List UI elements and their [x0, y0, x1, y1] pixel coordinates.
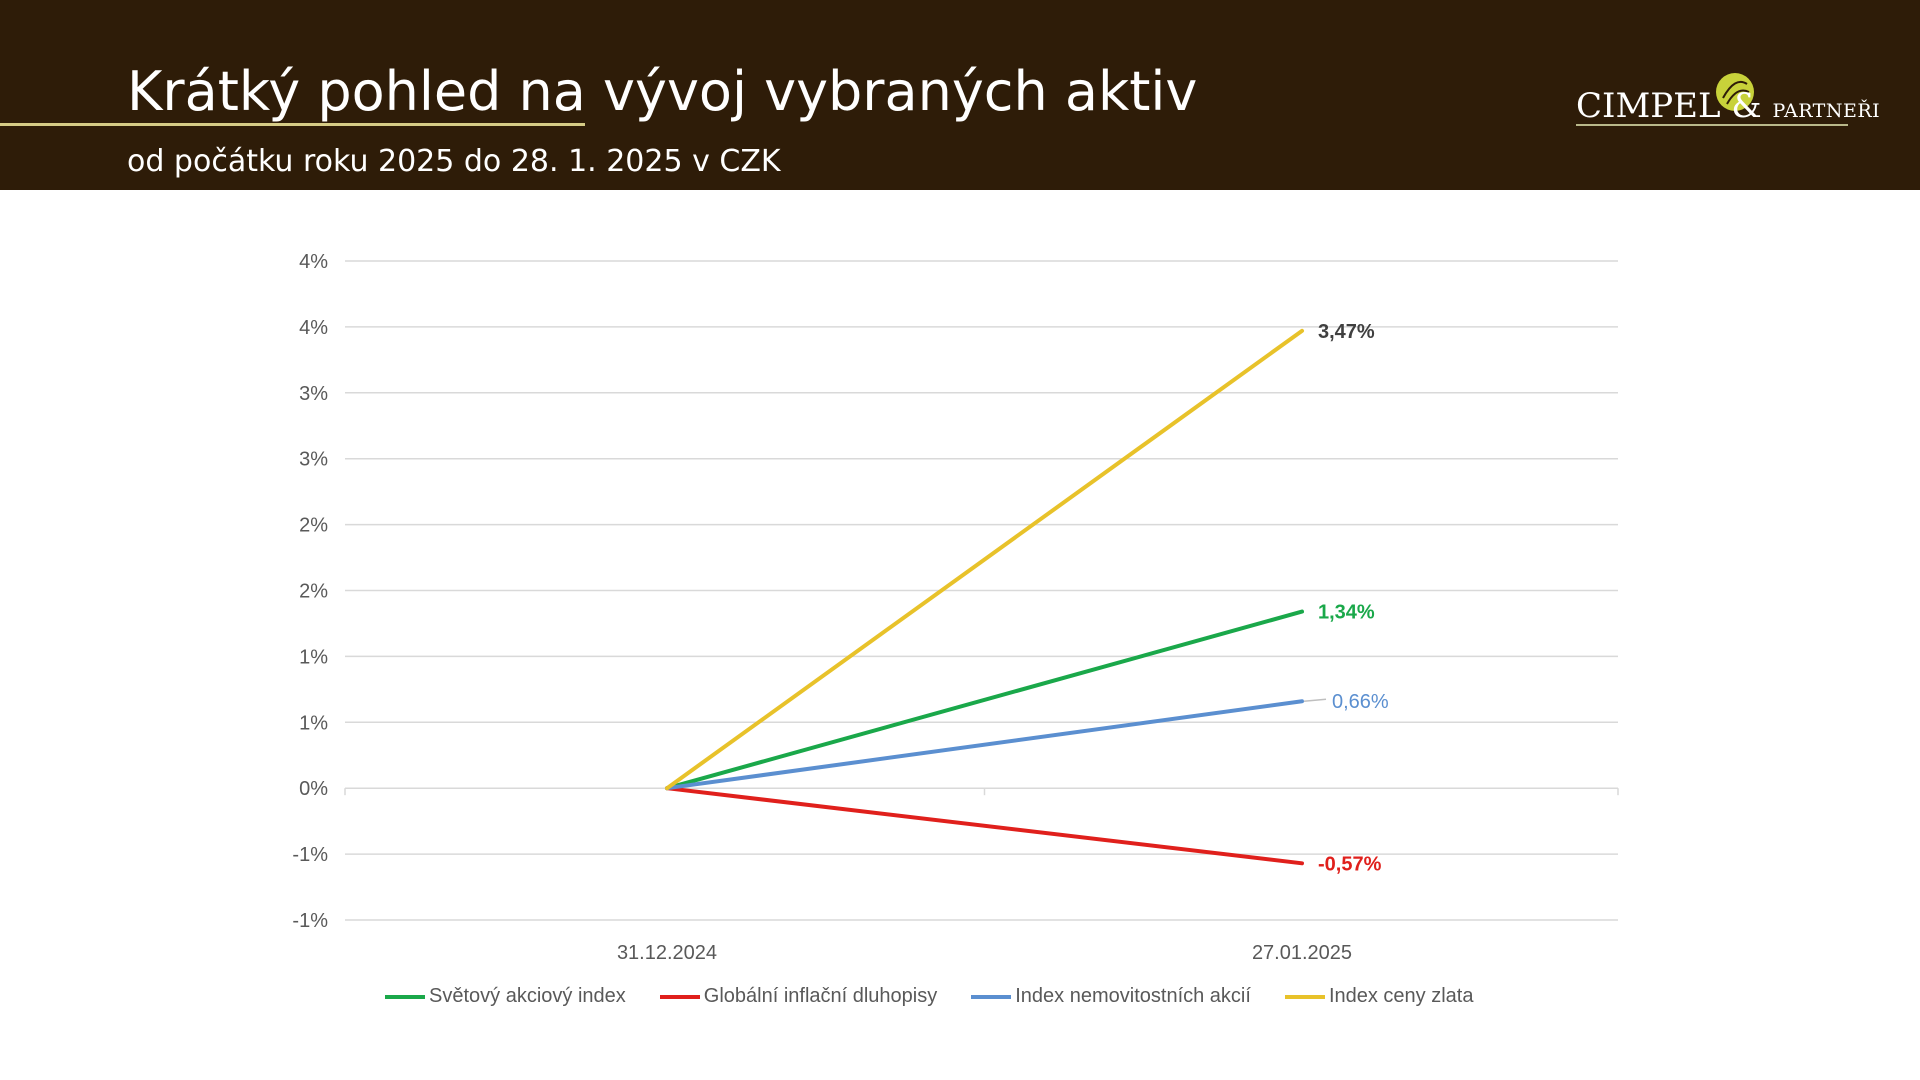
legend-item: Index ceny zlata [1284, 985, 1474, 1008]
y-tick-label: 2% [299, 515, 328, 537]
legend-swatch [971, 994, 1012, 999]
series-line [665, 609, 1304, 791]
legend-item: Světový akciový index [385, 985, 626, 1008]
legend-label: Index ceny zlata [1328, 985, 1474, 1007]
y-tick-label: 3% [299, 449, 328, 471]
logo-partners: PARTNEŘI [1772, 100, 1881, 122]
legend-label: Světový akciový index [429, 985, 626, 1007]
series-line [665, 699, 1304, 791]
y-tick-label: 4% [299, 317, 328, 339]
legend-item: Globální inflační dluhopisy [659, 985, 938, 1008]
legend-swatch [659, 994, 700, 999]
data-label-leader [1303, 698, 1327, 702]
series-line [665, 328, 1304, 791]
y-tick-label: -1% [292, 910, 328, 932]
data-label: -0,57% [1318, 853, 1382, 875]
series-line [665, 786, 1304, 866]
logo-text: CIMPEL & PARTNEŘI [1576, 86, 1880, 126]
logo-name: CIMPEL [1576, 86, 1721, 126]
page-subtitle: od počátku roku 2025 do 28. 1. 2025 v CZ… [127, 144, 781, 179]
x-tick-label: 31.12.2024 [617, 942, 717, 964]
page-title: Krátký pohled na vývoj vybraných aktiv [127, 60, 1198, 123]
y-tick-label: -1% [292, 844, 328, 866]
legend-label: Index nemovitostních akcií [1015, 985, 1251, 1007]
logo-ampersand: & [1731, 86, 1762, 126]
y-tick-label: 3% [299, 383, 328, 405]
line-chart: 4% 4% 3% 3% 2% 2% 1% 1% 0% -1% -1% 31.12.2024 27.01.… [292, 251, 1619, 964]
legend-swatch [385, 994, 425, 999]
y-tick-label: 1% [299, 712, 328, 734]
y-tick-label: 2% [299, 581, 328, 603]
y-tick-label: 4% [299, 251, 328, 273]
legend-label: Globální inflační dluhopisy [703, 985, 938, 1007]
data-label: 0,66% [1332, 691, 1389, 713]
x-tick-label: 27.01.2025 [1252, 942, 1352, 964]
chart-legend: Světový akciový index Globální inflační d… [385, 985, 1473, 1008]
header-bar: Krátký pohled na vývoj vybraných aktiv o… [0, 0, 1920, 190]
legend-item: Index nemovitostních akcií [971, 985, 1251, 1008]
logo-underline [1576, 124, 1848, 126]
company-logo: CIMPEL & PARTNEŘI [1576, 70, 1880, 130]
data-label: 1,34% [1318, 602, 1375, 624]
y-tick-label: 0% [299, 778, 328, 800]
y-tick-label: 1% [299, 646, 328, 668]
title-underline [0, 123, 585, 126]
legend-swatch [1284, 994, 1325, 999]
leaf-icon [1716, 73, 1754, 111]
data-label: 3,47% [1318, 321, 1375, 343]
